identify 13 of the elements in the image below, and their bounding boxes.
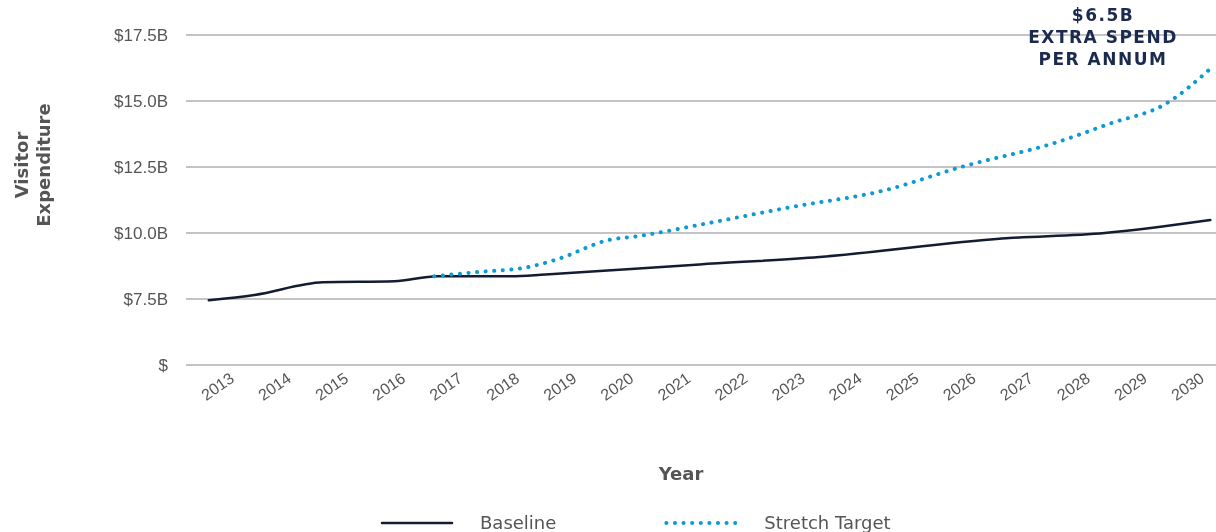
y-tick-label: $12.5B: [114, 157, 168, 177]
y-tick-label: $: [158, 355, 169, 375]
x-axis-title: Year: [657, 463, 704, 484]
y-axis-title: Visitor Expenditure: [11, 103, 54, 227]
y-tick-label: $10.0B: [114, 223, 168, 243]
line-series: [207, 218, 1212, 302]
y-tick-label: $15.0B: [114, 91, 168, 111]
x-tick-label: 2021: [654, 369, 694, 404]
y-tick-label: $7.5B: [123, 289, 168, 309]
legend-label: Stretch Target: [764, 512, 891, 532]
annotation: $6.5B EXTRA SPEND PER ANNUM: [1028, 5, 1178, 69]
legend-label: Baseline: [480, 512, 557, 532]
y-tick-label: $17.5B: [114, 25, 168, 45]
